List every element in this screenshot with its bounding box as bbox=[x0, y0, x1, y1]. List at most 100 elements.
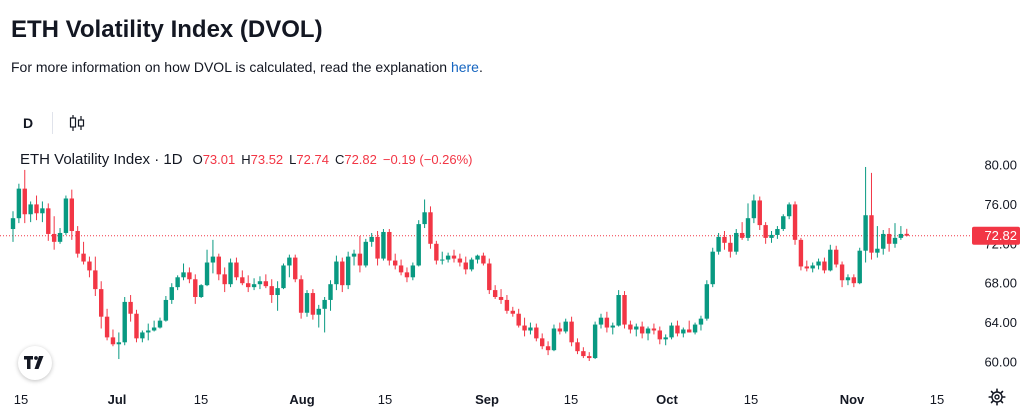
candle-body bbox=[522, 325, 527, 331]
candle-body bbox=[810, 265, 815, 269]
candle bbox=[122, 296, 127, 346]
candle-body bbox=[63, 198, 69, 233]
candle bbox=[246, 275, 251, 293]
candle-body bbox=[645, 328, 651, 334]
candle-body bbox=[822, 261, 827, 271]
candle-body bbox=[475, 255, 480, 260]
x-tick-label: Nov bbox=[840, 392, 865, 407]
interval-button[interactable]: D bbox=[22, 115, 34, 131]
candle bbox=[563, 318, 568, 334]
candle-body bbox=[393, 260, 398, 266]
candle bbox=[69, 189, 74, 240]
candle bbox=[440, 251, 445, 265]
candle-body bbox=[781, 216, 786, 230]
toolbar-divider bbox=[52, 112, 53, 134]
candle-body bbox=[75, 230, 80, 254]
candle bbox=[681, 327, 686, 338]
gear-icon[interactable] bbox=[988, 388, 1006, 406]
candle-body bbox=[157, 320, 163, 328]
candle bbox=[845, 274, 851, 286]
candle bbox=[804, 260, 809, 272]
candle bbox=[134, 309, 139, 343]
candle-body bbox=[651, 328, 657, 331]
description-text: For more information on how DVOL is calc… bbox=[11, 59, 451, 75]
candle bbox=[363, 238, 368, 268]
candle bbox=[181, 263, 186, 281]
candle-body bbox=[387, 231, 392, 261]
candle-body bbox=[428, 212, 433, 244]
candle bbox=[534, 323, 539, 342]
candle-body bbox=[110, 337, 116, 345]
candle bbox=[734, 229, 739, 255]
candle-body bbox=[692, 324, 698, 333]
candle bbox=[22, 169, 27, 224]
x-tick-label: 15 bbox=[744, 392, 758, 407]
candle-body bbox=[487, 263, 492, 291]
candle bbox=[587, 352, 592, 362]
candle-body bbox=[175, 277, 180, 288]
candle bbox=[140, 330, 145, 343]
candle bbox=[216, 253, 221, 281]
candle-body bbox=[187, 272, 192, 280]
candle bbox=[316, 304, 321, 328]
candle bbox=[157, 317, 163, 329]
candle-body bbox=[40, 208, 45, 214]
candle bbox=[57, 228, 63, 244]
candle bbox=[34, 195, 39, 221]
candle-body bbox=[151, 327, 157, 331]
candle-body bbox=[334, 261, 339, 285]
candle bbox=[398, 259, 404, 276]
candle-body bbox=[369, 236, 374, 242]
candlestick-icon[interactable] bbox=[63, 110, 91, 136]
candle bbox=[304, 290, 310, 317]
candle bbox=[622, 291, 627, 329]
description-suffix: . bbox=[478, 59, 483, 75]
candle-body bbox=[734, 232, 739, 252]
candle-body bbox=[786, 204, 792, 217]
candle-body bbox=[287, 257, 292, 266]
candle-body bbox=[828, 249, 833, 271]
explanation-link[interactable]: here bbox=[450, 59, 479, 75]
candle-body bbox=[704, 284, 710, 319]
candle-body bbox=[845, 277, 851, 281]
candle bbox=[569, 316, 574, 347]
candle bbox=[692, 322, 698, 335]
candle-body bbox=[575, 342, 580, 352]
candle bbox=[198, 284, 204, 298]
candle bbox=[310, 289, 316, 320]
candle bbox=[146, 323, 151, 341]
tradingview-logo-icon[interactable] bbox=[18, 346, 52, 380]
candle bbox=[510, 306, 515, 317]
candle-body bbox=[563, 321, 568, 332]
candle bbox=[93, 256, 98, 297]
candle-body bbox=[581, 351, 586, 357]
candle bbox=[545, 341, 551, 356]
candle-body bbox=[851, 277, 857, 284]
y-tick-label: 80.00 bbox=[984, 158, 1017, 173]
candle bbox=[163, 296, 169, 322]
candle-body bbox=[628, 324, 633, 330]
candle-body bbox=[351, 253, 357, 257]
candle-body bbox=[34, 204, 39, 214]
candle-body bbox=[10, 218, 16, 230]
candle bbox=[193, 274, 198, 304]
candle-body bbox=[863, 215, 868, 251]
candle-body bbox=[193, 279, 198, 297]
candle-body bbox=[46, 208, 51, 234]
candle-body bbox=[246, 283, 251, 288]
candle bbox=[393, 253, 398, 270]
candle bbox=[716, 232, 721, 255]
candle-body bbox=[104, 316, 110, 338]
candle-body bbox=[87, 261, 92, 271]
candle-body bbox=[698, 318, 704, 325]
candle bbox=[604, 311, 610, 333]
candle-body bbox=[269, 286, 274, 296]
candle bbox=[839, 261, 845, 288]
candle bbox=[663, 334, 668, 346]
candle bbox=[757, 196, 762, 231]
candle bbox=[481, 252, 486, 266]
candle-body bbox=[240, 277, 245, 284]
candle bbox=[828, 244, 833, 272]
candle bbox=[40, 201, 45, 223]
